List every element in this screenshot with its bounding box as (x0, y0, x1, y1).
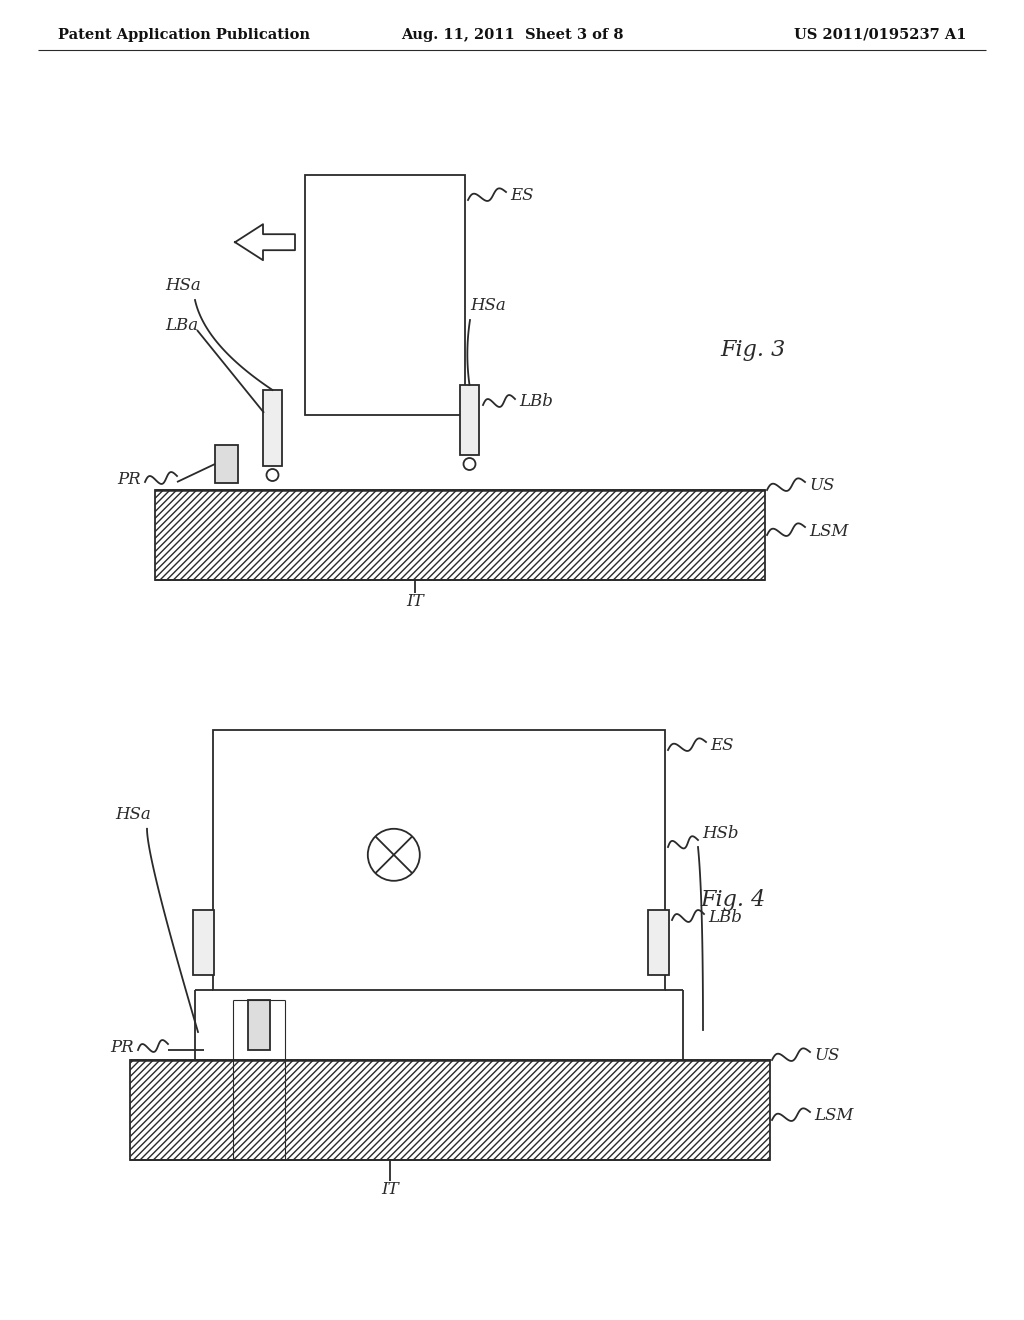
Text: LBa: LBa (165, 318, 198, 334)
Bar (130, 1060, 770, 1160)
Text: US: US (814, 1048, 840, 1064)
Text: Aug. 11, 2011  Sheet 3 of 8: Aug. 11, 2011 Sheet 3 of 8 (400, 28, 624, 42)
Text: LSM: LSM (814, 1107, 853, 1125)
Text: PR: PR (118, 470, 141, 487)
Text: IT: IT (381, 1181, 399, 1199)
Text: HSa: HSa (165, 277, 201, 294)
Bar (215, 445, 238, 483)
Bar (263, 389, 282, 466)
Bar (460, 385, 479, 455)
Text: HSb: HSb (702, 825, 738, 842)
Text: IT: IT (407, 594, 424, 610)
Text: LSM: LSM (809, 523, 848, 540)
Text: Fig. 3: Fig. 3 (720, 339, 785, 360)
Text: Fig. 4: Fig. 4 (700, 888, 765, 911)
Bar (213, 730, 665, 990)
Text: HSa: HSa (470, 297, 506, 314)
Bar (248, 1001, 270, 1049)
Text: HSa: HSa (115, 807, 151, 824)
Bar (648, 909, 669, 975)
Text: ES: ES (710, 738, 733, 755)
Text: LBb: LBb (708, 908, 741, 925)
Text: ES: ES (510, 187, 534, 205)
Text: PR: PR (111, 1039, 134, 1056)
Text: LBb: LBb (519, 393, 553, 411)
Bar (193, 909, 214, 975)
Text: US 2011/0195237 A1: US 2011/0195237 A1 (794, 28, 966, 42)
Bar (305, 176, 465, 414)
Text: US: US (809, 478, 835, 495)
Text: Patent Application Publication: Patent Application Publication (58, 28, 310, 42)
Bar (155, 490, 765, 579)
